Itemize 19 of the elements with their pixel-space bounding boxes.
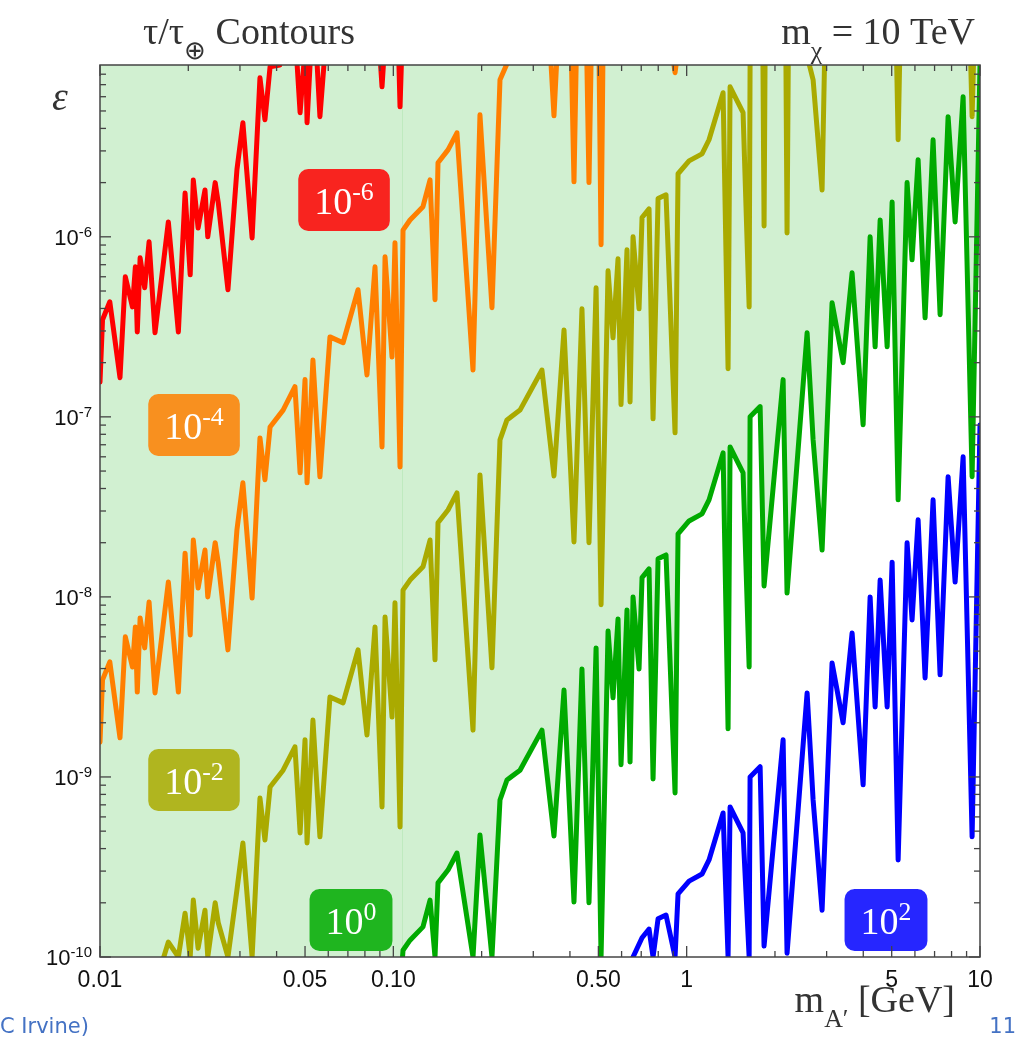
x-tick-label: 0.10	[370, 966, 416, 992]
text: C Irvine)	[0, 1014, 89, 1038]
x-tick-label: 1	[680, 966, 694, 992]
annotation: 10$^{-4}$	[164, 401, 224, 447]
chart-subtitle: m$_{χ}$ = 10 TeV	[781, 10, 976, 65]
text: 11	[989, 1014, 1016, 1038]
y-tick-label: 10$^{-6}$	[54, 222, 92, 250]
x-tick-label: 0.50	[575, 966, 621, 992]
y-tick-label: 10$^{-8}$	[54, 582, 92, 610]
y-axis-title: ε	[52, 74, 68, 119]
annotation: 10$^{-2}$	[164, 756, 224, 802]
annotation: 10$^{2}$	[860, 896, 912, 942]
y-tick-label: 10$^{-9}$	[54, 762, 92, 790]
annotation: 10$^{0}$	[325, 896, 377, 942]
x-tick-label: 10	[967, 966, 993, 992]
annotation: 10$^{-6}$	[314, 176, 374, 222]
x-tick-label: 0.05	[282, 966, 328, 992]
y-tick-label: 10$^{-7}$	[54, 402, 92, 430]
chart-title: τ/τ$_{⊕}$ Contours	[143, 10, 355, 65]
